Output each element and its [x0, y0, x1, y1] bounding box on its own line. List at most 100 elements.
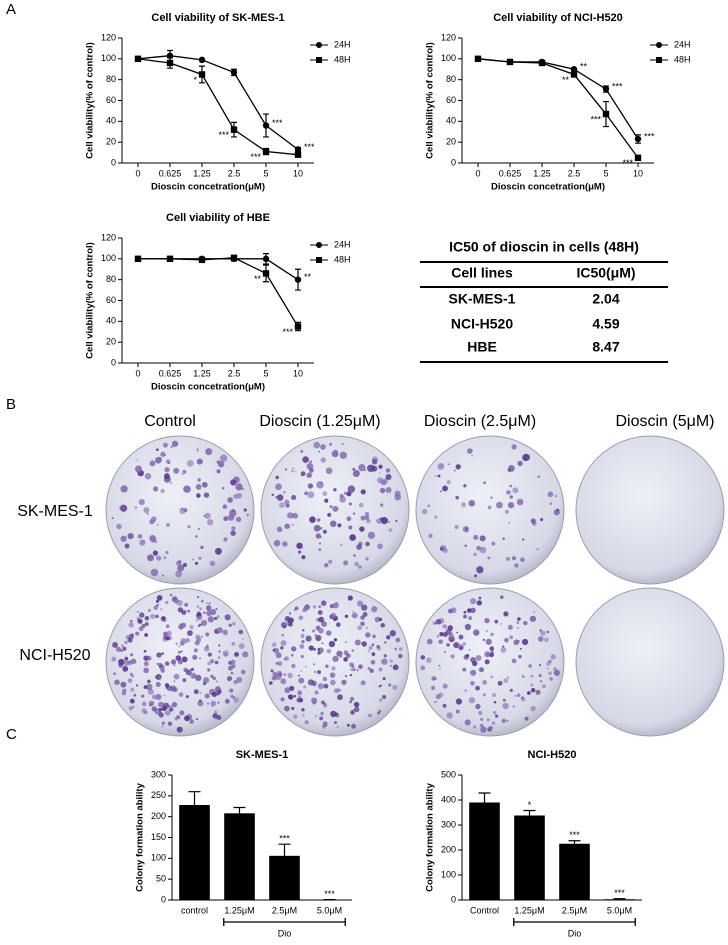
y-tick-label: 40	[106, 316, 116, 326]
colony	[294, 470, 297, 473]
colony	[358, 464, 366, 472]
significance: ***	[622, 158, 633, 168]
colony	[521, 697, 526, 702]
colony	[192, 558, 194, 561]
colony	[214, 617, 218, 621]
significance: ***	[644, 131, 655, 141]
table-cell: 4.59	[592, 316, 619, 332]
colony	[476, 545, 481, 551]
colony	[464, 689, 467, 692]
colony	[190, 667, 195, 672]
colony	[158, 712, 164, 718]
colony	[236, 676, 243, 683]
colony	[141, 694, 145, 698]
y-tick-label: 60	[106, 295, 116, 305]
colony	[490, 650, 494, 655]
colony	[195, 718, 198, 721]
colony	[170, 659, 177, 665]
colony	[232, 621, 236, 626]
legend-marker	[316, 242, 322, 248]
colony	[322, 676, 328, 682]
colony	[146, 512, 149, 515]
colony	[130, 687, 135, 692]
error-bar	[478, 792, 491, 803]
colony	[361, 641, 367, 647]
colony	[138, 498, 145, 506]
colony	[522, 453, 530, 462]
colony	[149, 519, 155, 525]
colony	[233, 679, 238, 685]
colony	[520, 557, 525, 563]
colony	[231, 641, 236, 646]
colony	[488, 725, 494, 731]
colony	[320, 700, 325, 705]
colony	[311, 680, 317, 686]
colony	[166, 523, 170, 527]
colony	[308, 645, 314, 651]
x-tick-label: 0	[135, 168, 140, 178]
colony	[468, 616, 473, 620]
colony	[317, 683, 324, 690]
colony	[500, 647, 507, 653]
colony	[344, 641, 347, 644]
significance: ***	[282, 327, 293, 337]
colony	[161, 574, 164, 577]
panel-label: B	[6, 396, 16, 413]
colony	[537, 475, 540, 478]
point	[134, 255, 142, 263]
colony	[458, 645, 464, 651]
colony	[216, 469, 221, 474]
colony	[352, 469, 360, 478]
colony	[152, 550, 159, 556]
x-tick-label: 0.625	[499, 168, 522, 178]
colony	[222, 629, 228, 636]
colony	[482, 638, 485, 641]
colony	[307, 491, 315, 499]
colony	[337, 523, 342, 528]
colony	[507, 501, 515, 509]
colony	[168, 705, 173, 710]
y-tick-label: 120	[101, 232, 116, 242]
colony	[503, 611, 509, 617]
colony	[230, 694, 234, 699]
colony	[351, 612, 358, 619]
bar	[179, 805, 210, 900]
colony	[538, 674, 542, 678]
colony	[165, 550, 169, 555]
colony	[272, 671, 276, 676]
colony	[223, 537, 228, 542]
colony	[386, 635, 391, 640]
colony	[113, 672, 116, 676]
colony	[196, 458, 203, 465]
colony	[482, 680, 487, 685]
colony	[455, 709, 460, 714]
colony	[230, 671, 234, 675]
y-tick-label: 0	[111, 157, 116, 167]
colony	[478, 596, 482, 600]
colony	[138, 626, 144, 632]
colony	[143, 661, 149, 667]
colony	[318, 450, 321, 453]
colony	[163, 556, 167, 560]
colony	[442, 624, 448, 629]
point	[294, 276, 302, 283]
point	[230, 126, 238, 133]
colony	[160, 608, 163, 611]
series-line	[137, 58, 299, 156]
colony	[315, 533, 322, 539]
point	[570, 66, 578, 73]
colony	[325, 664, 329, 669]
row-label: SK-MES-1	[17, 503, 93, 520]
colony	[380, 623, 385, 628]
colony	[178, 692, 184, 697]
colony	[467, 448, 473, 454]
colony	[135, 684, 139, 687]
colony	[442, 703, 447, 708]
colony	[177, 564, 185, 572]
colony	[349, 673, 353, 677]
colony	[300, 449, 304, 453]
colony	[238, 629, 244, 635]
colony	[324, 498, 329, 503]
colony	[214, 660, 219, 665]
colony	[333, 638, 338, 642]
